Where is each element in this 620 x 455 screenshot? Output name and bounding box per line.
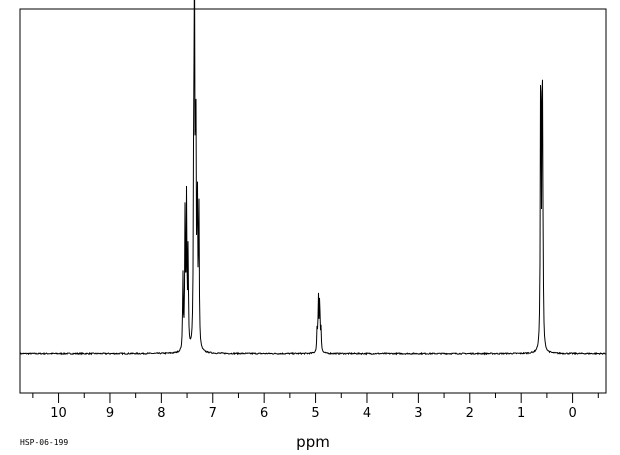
x-tick-label: 5 [311,406,319,421]
x-tick-label: 6 [260,406,268,421]
x-tick-label: 2 [466,406,474,421]
x-tick-label: 1 [517,406,525,421]
x-tick-label: 4 [363,406,371,421]
x-tick-label: 9 [106,406,114,421]
spectrum-line [19,0,607,356]
plot-frame [19,8,607,394]
x-axis-label: ppm [296,433,330,451]
x-tick-label: 10 [50,406,67,421]
x-tick-label: 0 [568,406,576,421]
x-tick-label: 8 [157,406,165,421]
x-tick-label: 3 [414,406,422,421]
x-axis: 10 9 8 7 6 5 4 3 2 1 0 [32,393,599,421]
x-tick-label: 7 [209,406,217,421]
sample-id-label: HSP-06-199 [20,438,68,447]
